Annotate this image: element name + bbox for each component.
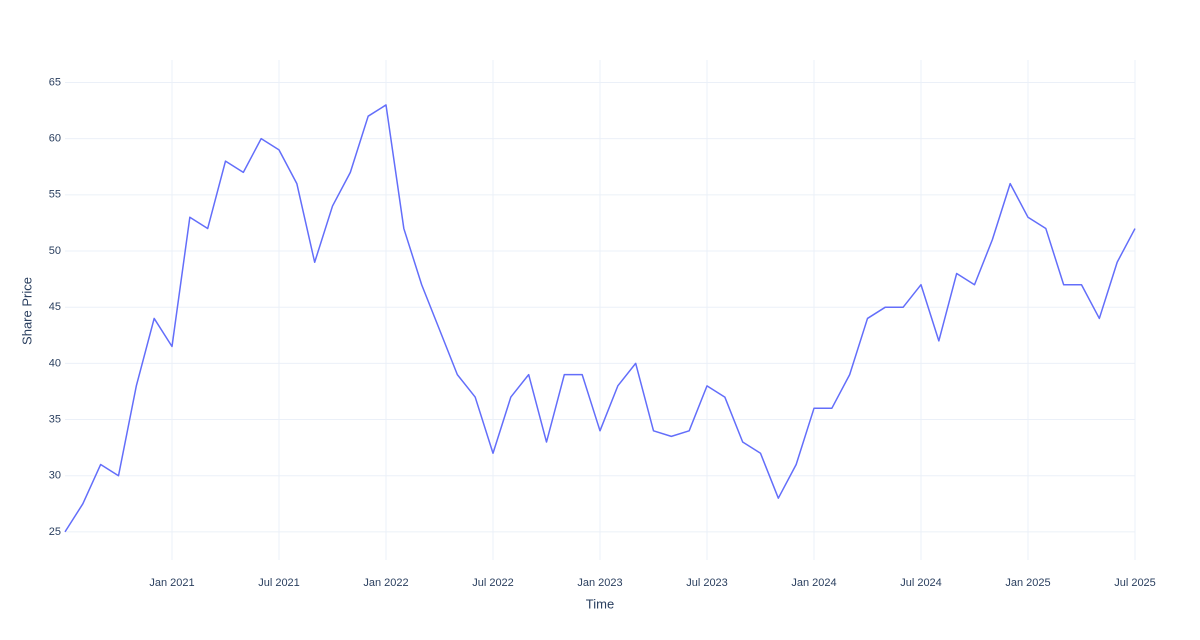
- x-tick-label: Jul 2023: [686, 577, 728, 589]
- x-tick-label: Jul 2022: [472, 577, 514, 589]
- y-tick-label: 30: [49, 470, 61, 482]
- x-tick-label: Jul 2021: [258, 577, 300, 589]
- x-tick-label: Jan 2024: [791, 577, 836, 589]
- x-tick-label: Jan 2023: [577, 577, 622, 589]
- y-tick-label: 35: [49, 413, 61, 425]
- x-tick-label: Jan 2021: [149, 577, 194, 589]
- x-tick-label: Jul 2024: [900, 577, 942, 589]
- x-tick-label: Jul 2025: [1114, 577, 1156, 589]
- y-tick-label: 65: [49, 76, 61, 88]
- y-axis-title: Share Price: [19, 277, 34, 345]
- y-tick-label: 50: [49, 245, 61, 257]
- y-tick-label: 60: [49, 133, 61, 145]
- y-tick-label: 40: [49, 357, 61, 369]
- y-tick-label: 45: [49, 301, 61, 313]
- line: [64, 104, 1136, 533]
- y-tick-label: 25: [49, 526, 61, 538]
- x-tick-label: Jan 2025: [1005, 577, 1050, 589]
- x-tick-label: Jan 2022: [363, 577, 408, 589]
- x-axis-title: Time: [586, 596, 614, 611]
- y-tick-label: 55: [49, 189, 61, 201]
